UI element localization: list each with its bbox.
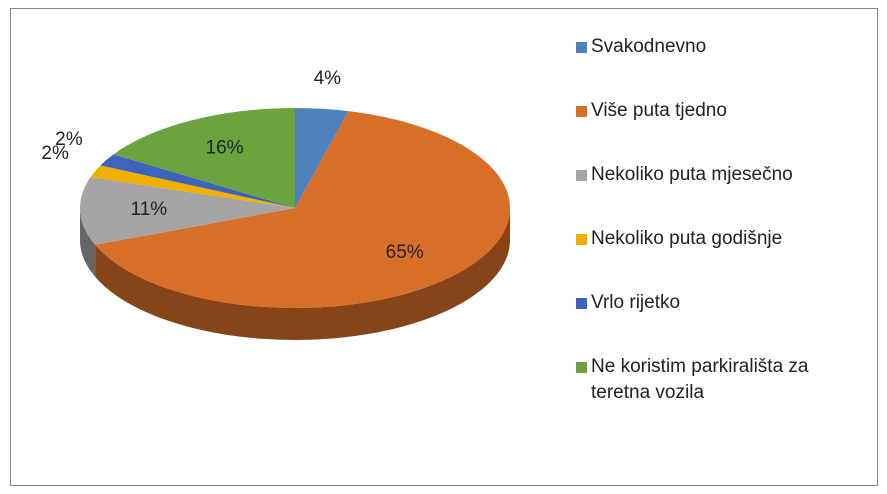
slice: [90, 165, 295, 208]
slice-side: [80, 208, 96, 277]
chart-frame: [10, 8, 878, 486]
legend-item: Svakodnevno: [576, 34, 876, 98]
data-label: 2%: [41, 143, 69, 164]
legend-swatch: [576, 234, 587, 245]
legend: Svakodnevno Više puta tjedno Nekoliko puta…: [576, 34, 876, 418]
slice: [100, 154, 295, 208]
slice-side: [95, 208, 510, 340]
legend-label: Nekoliko puta mjesečno: [591, 164, 793, 185]
data-label: 4%: [314, 68, 342, 89]
slice: [95, 111, 511, 308]
legend-swatch: [576, 362, 587, 373]
legend-label: Ne koristim parkirališta za teretna vozi…: [591, 356, 809, 403]
legend-item: Nekoliko puta mjesečno: [576, 162, 876, 226]
legend-swatch: [576, 42, 587, 53]
legend-label: Svakodnevno: [591, 36, 707, 57]
legend-label: Više puta tjedno: [591, 100, 727, 121]
slice: [79, 177, 295, 245]
legend-item: Ne koristim parkirališta za teretna vozi…: [576, 354, 876, 418]
legend-label: Nekoliko puta godišnje: [591, 228, 783, 249]
legend-item: Nekoliko puta godišnje: [576, 226, 876, 290]
data-label: 16%: [206, 137, 244, 158]
slice: [295, 108, 349, 208]
legend-item: Više puta tjedno: [576, 98, 876, 162]
legend-item: Vrlo rijetko: [576, 290, 876, 354]
legend-swatch: [576, 170, 587, 181]
data-label: 2%: [55, 129, 83, 150]
legend-swatch: [576, 106, 587, 117]
legend-swatch: [576, 298, 587, 309]
slice: [113, 108, 295, 208]
data-label: 65%: [386, 242, 424, 263]
legend-label: Vrlo rijetko: [591, 292, 681, 313]
data-label: 11%: [131, 199, 168, 220]
